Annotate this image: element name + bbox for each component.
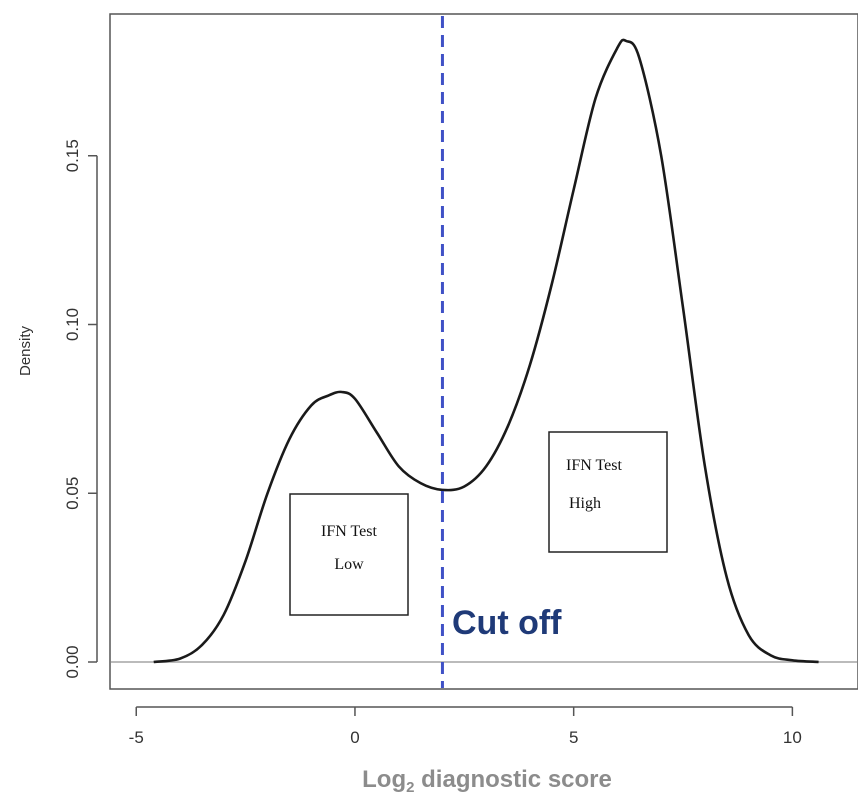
x-tick-label: 5 bbox=[569, 728, 578, 747]
marks bbox=[111, 16, 857, 688]
y-tick-label: 0.05 bbox=[63, 477, 82, 510]
y-tick-label: 0.15 bbox=[63, 139, 82, 172]
ifn-high-label-line2: High bbox=[569, 495, 601, 512]
x-axis-label: Log2 diagnostic score bbox=[362, 766, 612, 796]
ifn-high-box bbox=[548, 431, 668, 553]
y-tick-label: 0.10 bbox=[63, 308, 82, 341]
ifn-low-label-line1: IFN Test bbox=[321, 523, 377, 540]
x-tick-label: 0 bbox=[350, 728, 359, 747]
ifn-low-label-line2: Low bbox=[334, 556, 364, 573]
ifn-high-label-line1: IFN Test bbox=[566, 457, 622, 474]
x-tick-label: -5 bbox=[129, 728, 144, 747]
ifn-low-box bbox=[289, 493, 409, 616]
y-tick-label: 0.00 bbox=[63, 645, 82, 678]
density-curve bbox=[153, 38, 819, 664]
axes: -5 0 5 10 0.00 0.05 0.10 0.15 bbox=[63, 139, 802, 747]
cutoff-label: Cut off bbox=[452, 604, 562, 642]
plot-frame bbox=[109, 13, 858, 690]
y-axis-label: Density bbox=[17, 325, 34, 376]
x-tick-label: 10 bbox=[783, 728, 802, 747]
